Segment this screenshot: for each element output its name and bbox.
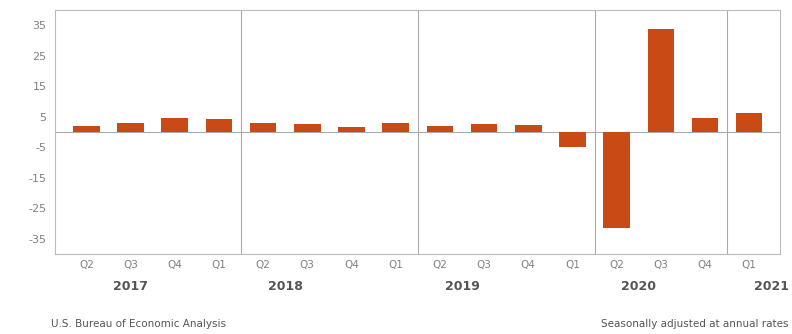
Text: 2021: 2021: [754, 280, 789, 293]
Bar: [206, 119, 232, 132]
Text: 2017: 2017: [113, 280, 148, 293]
Bar: [338, 127, 365, 132]
Bar: [515, 125, 542, 132]
Text: 2018: 2018: [268, 280, 303, 293]
Text: Seasonally adjusted at annual rates: Seasonally adjusted at annual rates: [600, 319, 788, 329]
Bar: [294, 124, 321, 132]
Bar: [73, 126, 100, 132]
Text: 2019: 2019: [444, 280, 479, 293]
Bar: [383, 123, 409, 132]
Bar: [736, 113, 763, 132]
Text: U.S. Bureau of Economic Analysis: U.S. Bureau of Economic Analysis: [51, 319, 227, 329]
Bar: [604, 132, 630, 228]
Bar: [559, 132, 586, 147]
Bar: [117, 123, 144, 132]
Bar: [470, 124, 497, 132]
Bar: [162, 118, 188, 132]
Bar: [648, 29, 674, 132]
Bar: [691, 118, 718, 132]
Bar: [249, 123, 276, 132]
Text: 2020: 2020: [621, 280, 657, 293]
Bar: [427, 126, 453, 132]
